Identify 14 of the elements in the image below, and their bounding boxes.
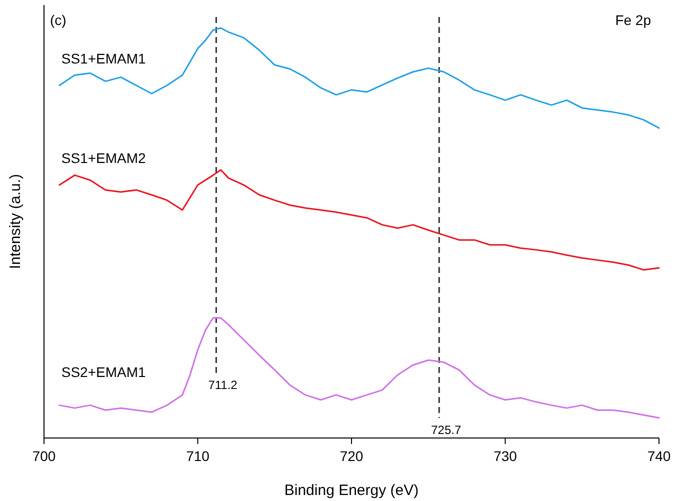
x-tick-label: 700 [32,448,56,464]
series-label: SS2+EMAM1 [61,364,146,380]
ref-line-label: 725.7 [431,423,462,437]
annotation: Fe 2p [615,12,652,28]
annotation: (c) [50,12,66,28]
series-label: SS1+EMAM1 [61,50,146,66]
x-tick-label: 720 [340,448,364,464]
x-axis-title: Binding Energy (eV) [284,482,419,499]
x-tick-label: 730 [494,448,518,464]
x-tick-label: 740 [647,448,671,464]
x-tick-label: 710 [186,448,210,464]
ref-line-label: 711.2 [208,378,238,392]
y-axis-title: Intensity (a.u.) [7,174,24,270]
series-label: SS1+EMAM2 [61,150,146,166]
